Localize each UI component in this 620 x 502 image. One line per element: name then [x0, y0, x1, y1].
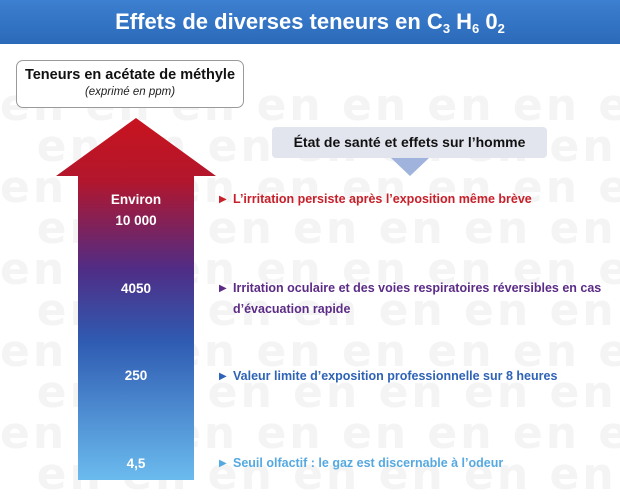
effect-text: Irritation oculaire et des voies respira… — [233, 281, 602, 316]
effect-text: Valeur limite d’exposition professionnel… — [233, 369, 558, 383]
level-250-value: 250 — [124, 368, 148, 383]
oxygen-symbol: 0 — [479, 9, 498, 34]
level-10000-value: 10 000 — [115, 213, 157, 228]
triangle-right-icon: ▶ — [219, 371, 227, 382]
triangle-right-icon: ▶ — [219, 283, 227, 294]
hydrogen-subscript: 6 — [472, 21, 480, 36]
triangle-right-icon: ▶ — [219, 194, 227, 205]
title-text: Effets de diverses teneurs en C — [115, 9, 443, 34]
health-effects-label: État de santé et effets sur l’homme — [272, 127, 547, 158]
level-4-5-value: 4,5 — [126, 456, 146, 471]
effect-10000: ▶ L’irritation persiste après l’expositi… — [219, 189, 609, 210]
units-subtitle: (exprimé en ppm) — [84, 86, 176, 98]
oxygen-subscript: 2 — [497, 21, 505, 36]
page-title: Effets de diverses teneurs en C3 H6 02 — [0, 0, 620, 44]
triangle-right-icon: ▶ — [219, 458, 227, 469]
hydrogen-symbol: H — [450, 9, 473, 34]
effect-4-5: ▶ Seuil olfactif : le gaz est discernabl… — [219, 453, 609, 474]
level-4050-value: 4050 — [120, 281, 152, 296]
effect-text: Seuil olfactif : le gaz est discernable … — [233, 456, 504, 470]
carbon-subscript: 3 — [442, 21, 451, 36]
units-title: Teneurs en acétate de méthyle — [24, 67, 236, 83]
effect-250: ▶ Valeur limite d’exposition professionn… — [219, 366, 609, 387]
level-10000-about-label: Environ — [110, 192, 162, 207]
concentration-arrow — [56, 118, 216, 480]
effect-4050: ▶ Irritation oculaire et des voies respi… — [219, 278, 609, 320]
arrow-shape — [56, 118, 216, 480]
concentration-units-box: Teneurs en acétate de méthyle (exprimé e… — [16, 60, 244, 108]
health-pointer-triangle — [391, 158, 429, 176]
effect-text: L’irritation persiste après l’exposition… — [233, 192, 532, 206]
